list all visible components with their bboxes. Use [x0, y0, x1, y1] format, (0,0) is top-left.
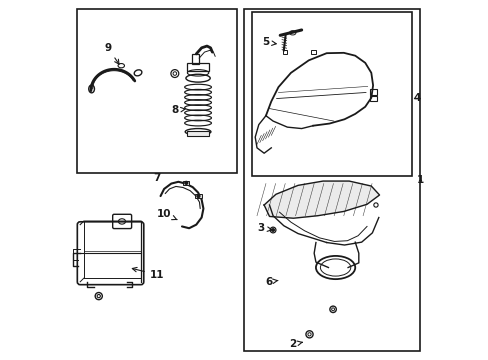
Bar	[369, 89, 377, 95]
Text: 9: 9	[104, 43, 119, 64]
Text: 4: 4	[413, 93, 420, 103]
Bar	[369, 96, 377, 102]
Polygon shape	[264, 181, 379, 218]
Text: 7: 7	[153, 173, 161, 183]
Bar	[187, 131, 208, 136]
Bar	[283, 50, 287, 54]
Text: 2: 2	[288, 339, 302, 349]
Bar	[251, 12, 411, 176]
Text: 3: 3	[257, 223, 271, 233]
Text: 10: 10	[157, 209, 177, 220]
Text: 11: 11	[132, 267, 164, 280]
Text: 8: 8	[171, 105, 185, 115]
Bar	[187, 63, 208, 71]
Text: 5: 5	[262, 37, 276, 48]
Bar	[191, 54, 198, 64]
Ellipse shape	[197, 195, 200, 198]
Bar	[310, 50, 316, 54]
Text: 6: 6	[264, 277, 278, 287]
Text: 1: 1	[416, 175, 423, 185]
Ellipse shape	[184, 181, 187, 184]
Bar	[195, 194, 201, 198]
Ellipse shape	[271, 229, 274, 231]
Bar	[244, 9, 419, 351]
Bar	[183, 181, 189, 185]
Bar	[77, 9, 237, 173]
